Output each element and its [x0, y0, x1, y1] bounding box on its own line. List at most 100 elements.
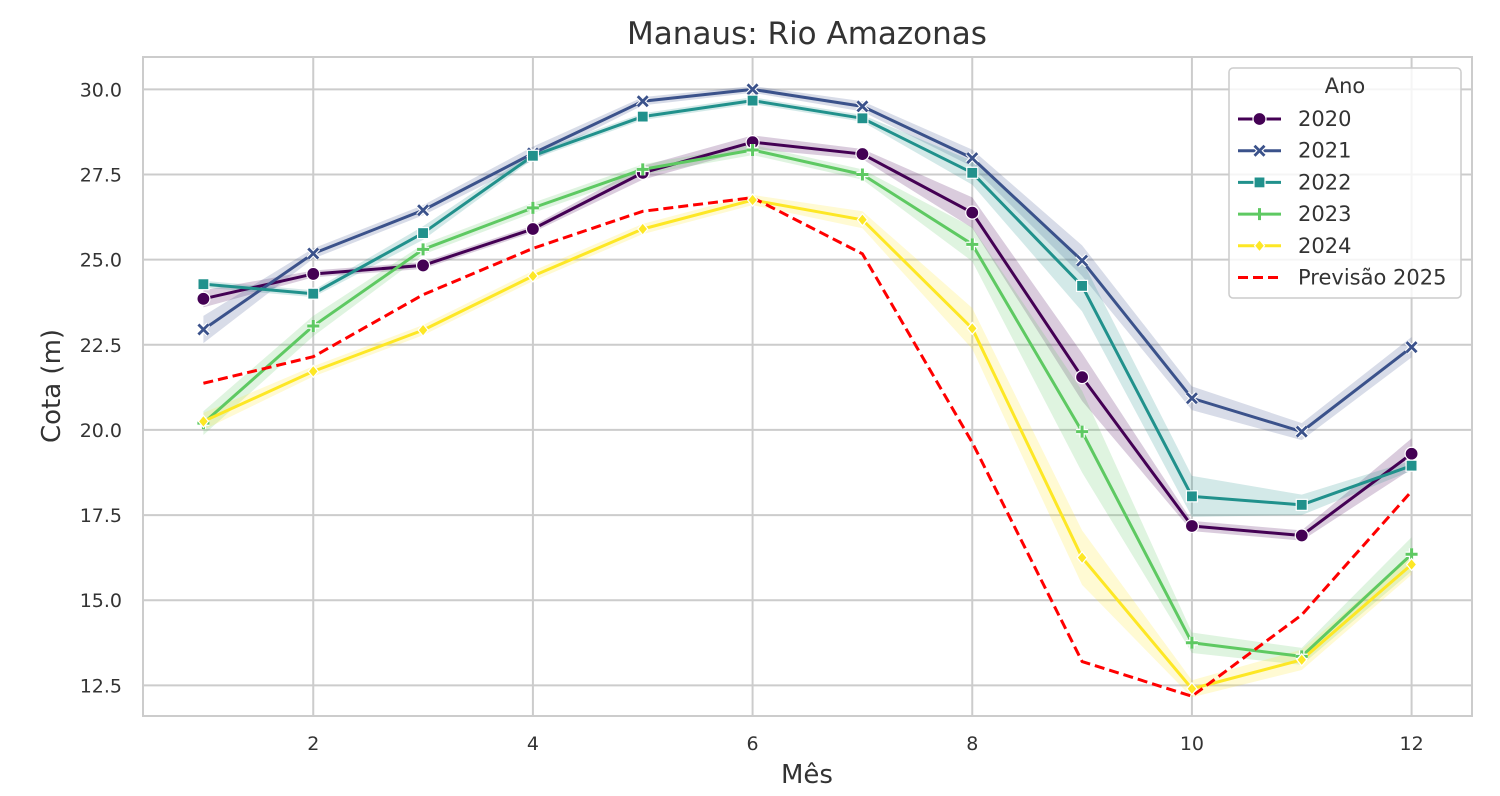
y-tick-label: 15.0	[80, 590, 122, 612]
legend-title: Ano	[1325, 74, 1366, 98]
data-point-2021	[855, 99, 870, 114]
data-point-2023	[417, 243, 430, 256]
data-point-2022	[856, 112, 869, 125]
data-point-2021	[306, 246, 321, 261]
data-point-2024	[197, 414, 210, 429]
data-point-2020	[1294, 528, 1309, 543]
data-point-2023	[856, 168, 869, 181]
series-line-2020	[203, 140, 1413, 537]
data-point-2024	[966, 321, 979, 336]
legend: Ano 2020 2021 2022 2023 2024 Previsão 2025	[1228, 67, 1462, 299]
data-point-2020	[855, 146, 870, 162]
data-point-2020	[306, 266, 321, 282]
x-tick-label: 10	[1180, 733, 1204, 755]
data-point-2023	[307, 320, 320, 333]
series-markers	[196, 82, 1419, 696]
data-point-2020	[965, 205, 980, 220]
data-point-2024	[1405, 557, 1418, 572]
chart-title: Manaus: Rio Amazonas	[627, 16, 987, 52]
data-point-2022	[966, 166, 979, 179]
legend-marker	[1253, 208, 1266, 221]
y-tick-label: 30.0	[80, 79, 122, 101]
y-tick-label: 27.5	[80, 164, 122, 186]
data-point-2023	[636, 163, 649, 176]
data-point-2022	[1075, 279, 1089, 292]
grid-lines	[143, 57, 1472, 716]
data-point-2024	[527, 269, 539, 283]
confidence-band-2024	[203, 194, 1412, 698]
data-point-2020	[1184, 518, 1200, 534]
x-tick-label: 8	[966, 733, 978, 755]
data-point-2021	[1404, 340, 1419, 354]
legend-marker	[1253, 238, 1266, 253]
legend-item-2021: 2021	[1238, 139, 1351, 163]
y-tick-labels: 12.5 15.0 17.5 20.0 22.5 25.0 27.5 30.0	[80, 79, 122, 697]
data-point-2023	[746, 143, 759, 156]
series-line-previs-o-2025	[203, 196, 1413, 698]
data-point-2022	[307, 287, 320, 300]
data-point-2022	[636, 110, 649, 123]
y-tick-label: 22.5	[80, 335, 122, 357]
data-point-2020	[196, 291, 211, 306]
data-point-2021	[196, 322, 211, 337]
legend-label: 2021	[1298, 139, 1351, 163]
legend-label: 2020	[1298, 107, 1351, 131]
data-point-2021	[635, 94, 650, 109]
legend-item-previs-o-2025: Previsão 2025	[1238, 266, 1446, 290]
data-point-2022	[746, 94, 759, 107]
data-point-2022	[1405, 459, 1418, 472]
data-point-2021	[1075, 253, 1089, 268]
legend-marker	[1252, 111, 1267, 127]
data-point-2024	[417, 323, 429, 338]
data-point-2024	[856, 212, 869, 227]
data-point-2020	[1404, 446, 1419, 461]
legend-item-2022: 2022	[1238, 170, 1351, 194]
data-point-2021	[745, 82, 760, 97]
y-axis-title: Cota (m)	[37, 329, 67, 443]
data-point-2023	[1405, 548, 1418, 561]
data-point-2020	[1074, 370, 1090, 385]
legend-label: 2022	[1298, 170, 1351, 194]
data-point-2023	[1185, 636, 1198, 649]
legend-marker	[1253, 176, 1266, 189]
data-point-2022	[1185, 490, 1199, 503]
data-point-2022	[1295, 498, 1308, 511]
data-point-2022	[416, 226, 430, 240]
legend-marker	[1252, 143, 1267, 158]
data-point-2021	[1185, 391, 1199, 406]
legend-item-2024: 2024	[1238, 234, 1351, 258]
data-point-2022	[197, 278, 210, 291]
series-line-2022	[203, 99, 1413, 507]
y-tick-label: 12.5	[80, 675, 122, 697]
legend-box	[1228, 67, 1462, 299]
data-point-2023	[526, 201, 539, 214]
data-point-2020	[415, 258, 431, 273]
data-point-2021	[965, 151, 980, 165]
data-point-2023	[966, 238, 979, 251]
data-point-2021	[1294, 424, 1309, 439]
x-tick-label: 4	[527, 733, 539, 755]
y-tick-label: 20.0	[80, 420, 122, 442]
series-line-2023	[202, 148, 1413, 658]
data-point-2024	[636, 222, 649, 236]
legend-label: Previsão 2025	[1298, 266, 1446, 290]
legend-item-2023: 2023	[1238, 202, 1351, 226]
x-tick-label: 2	[307, 733, 319, 755]
x-axis-title: Mês	[781, 760, 833, 790]
data-point-2024	[1186, 681, 1198, 696]
data-point-2022	[526, 149, 540, 162]
x-tick-labels: 2 4 6 8 10 12	[307, 733, 1423, 755]
legend-items: 2020 2021 2022 2023 2024 Previsão 2025	[1238, 107, 1446, 290]
x-tick-label: 6	[747, 733, 759, 755]
series-line-2021	[202, 87, 1413, 434]
series-lines	[202, 87, 1413, 698]
x-tick-label: 12	[1399, 733, 1423, 755]
data-point-2024	[307, 364, 320, 379]
y-tick-label: 17.5	[80, 505, 122, 527]
data-point-2024	[1076, 550, 1088, 565]
y-tick-label: 25.0	[80, 250, 122, 272]
legend-item-2020: 2020	[1238, 107, 1351, 131]
legend-label: 2024	[1298, 234, 1351, 258]
data-point-2021	[416, 203, 430, 218]
